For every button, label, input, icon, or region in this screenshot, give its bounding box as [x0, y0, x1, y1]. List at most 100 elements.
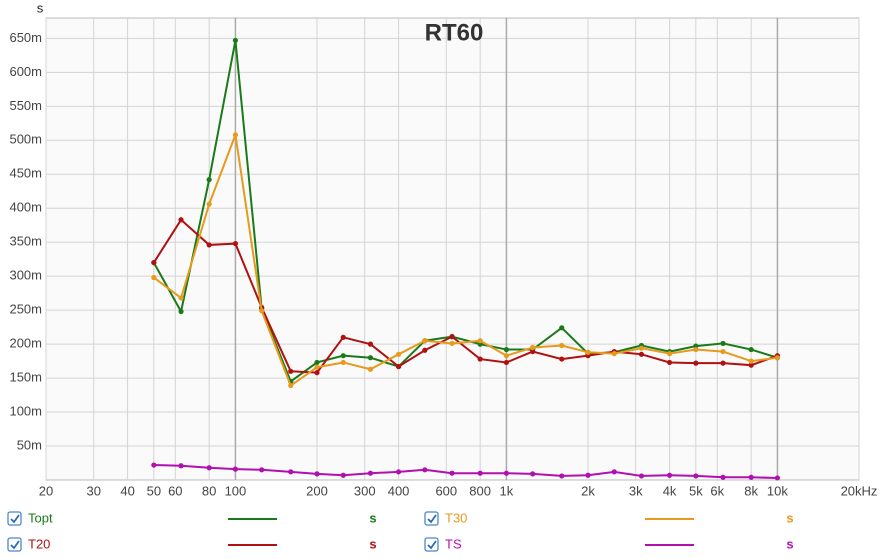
legend-item: T30 s — [424, 510, 794, 526]
x-tick-label: 200 — [306, 483, 328, 498]
legend-label: T30 — [445, 510, 467, 525]
data-point — [367, 366, 374, 372]
data-point — [611, 351, 617, 357]
data-point — [559, 342, 565, 349]
data-point — [314, 370, 320, 376]
data-point — [774, 475, 781, 481]
legend-checkbox[interactable] — [7, 511, 22, 526]
data-point — [693, 360, 699, 366]
data-point — [449, 334, 455, 340]
data-point — [178, 217, 184, 223]
x-tick-label: 4k — [663, 483, 677, 498]
data-point — [232, 132, 239, 138]
data-point — [503, 353, 510, 359]
data-point — [666, 359, 673, 366]
data-point — [720, 474, 726, 480]
series-line — [153, 464, 778, 479]
data-point — [422, 338, 428, 344]
data-point — [288, 469, 294, 475]
y-tick-label: 50m — [17, 437, 42, 452]
y-tick-label: 150m — [9, 370, 42, 385]
legend-item: T20 s — [7, 536, 377, 552]
data-point — [638, 351, 645, 357]
data-point — [638, 473, 645, 479]
data-point — [178, 308, 184, 315]
data-point — [774, 355, 781, 361]
y-tick-label: 550m — [9, 98, 42, 113]
data-point — [693, 473, 699, 479]
x-tick-label: 60 — [168, 483, 182, 498]
x-tick-label: 6k — [710, 483, 724, 498]
data-point — [178, 295, 184, 301]
x-tick-label: 600 — [435, 483, 457, 498]
data-point — [477, 470, 483, 476]
data-point — [259, 467, 265, 473]
data-point — [693, 346, 699, 353]
data-point — [206, 177, 212, 183]
legend-unit: s — [786, 510, 793, 525]
data-point — [151, 274, 157, 281]
data-point — [748, 362, 754, 368]
data-point — [503, 470, 510, 476]
data-point — [367, 470, 374, 476]
y-tick-label: 650m — [9, 30, 42, 45]
series-line — [152, 40, 778, 384]
data-point — [340, 359, 346, 366]
data-point — [559, 325, 565, 331]
legend-checkbox[interactable] — [424, 537, 439, 552]
checkbox-check — [10, 540, 20, 550]
data-point — [395, 469, 402, 475]
legend: Topt s T20 s T30 s TS s — [7, 510, 794, 552]
data-point — [340, 353, 346, 359]
data-point — [477, 356, 483, 362]
data-point — [748, 474, 754, 480]
data-point — [206, 242, 212, 248]
data-point — [367, 355, 374, 361]
x-tick-label: 300 — [354, 483, 376, 498]
data-point — [720, 360, 726, 366]
checkbox-check — [10, 514, 20, 524]
x-tick-label: 30 — [86, 483, 100, 498]
x-tick-label: 80 — [202, 483, 216, 498]
series-line — [152, 218, 778, 374]
data-point — [449, 470, 455, 476]
data-point — [422, 347, 428, 353]
data-point — [477, 338, 483, 344]
data-point — [611, 469, 617, 475]
legend-unit: s — [786, 536, 793, 551]
data-point — [178, 463, 184, 469]
data-point — [340, 472, 346, 478]
data-point — [449, 340, 455, 347]
x-tick-label: 3k — [629, 483, 643, 498]
data-point — [151, 259, 157, 266]
y-tick-label: 500m — [9, 132, 42, 147]
data-point — [151, 462, 157, 468]
x-tick-label: 50 — [147, 483, 161, 498]
data-point — [503, 346, 510, 353]
x-tick-label: 800 — [469, 483, 491, 498]
series-line — [153, 130, 778, 388]
x-tick-label: 400 — [388, 483, 410, 498]
data-point — [314, 359, 320, 366]
legend-unit: s — [369, 536, 376, 551]
data-point — [666, 472, 673, 478]
y-tick-label: 600m — [9, 64, 42, 79]
data-point — [206, 465, 212, 471]
data-point — [395, 363, 402, 370]
x-tick-label: 2k — [581, 483, 595, 498]
data-point — [666, 351, 673, 357]
data-point — [720, 348, 726, 355]
data-point — [206, 201, 212, 207]
data-point — [530, 344, 536, 351]
legend-checkbox[interactable] — [424, 511, 439, 526]
data-point — [530, 471, 536, 477]
y-tick-label: 200m — [9, 336, 42, 351]
legend-label: TS — [445, 536, 462, 551]
legend-checkbox[interactable] — [7, 537, 22, 552]
data-point — [232, 37, 239, 44]
data-point — [288, 368, 294, 374]
x-tick-label: 10k — [767, 483, 788, 498]
checkbox-check — [427, 514, 437, 524]
data-point — [748, 358, 754, 364]
